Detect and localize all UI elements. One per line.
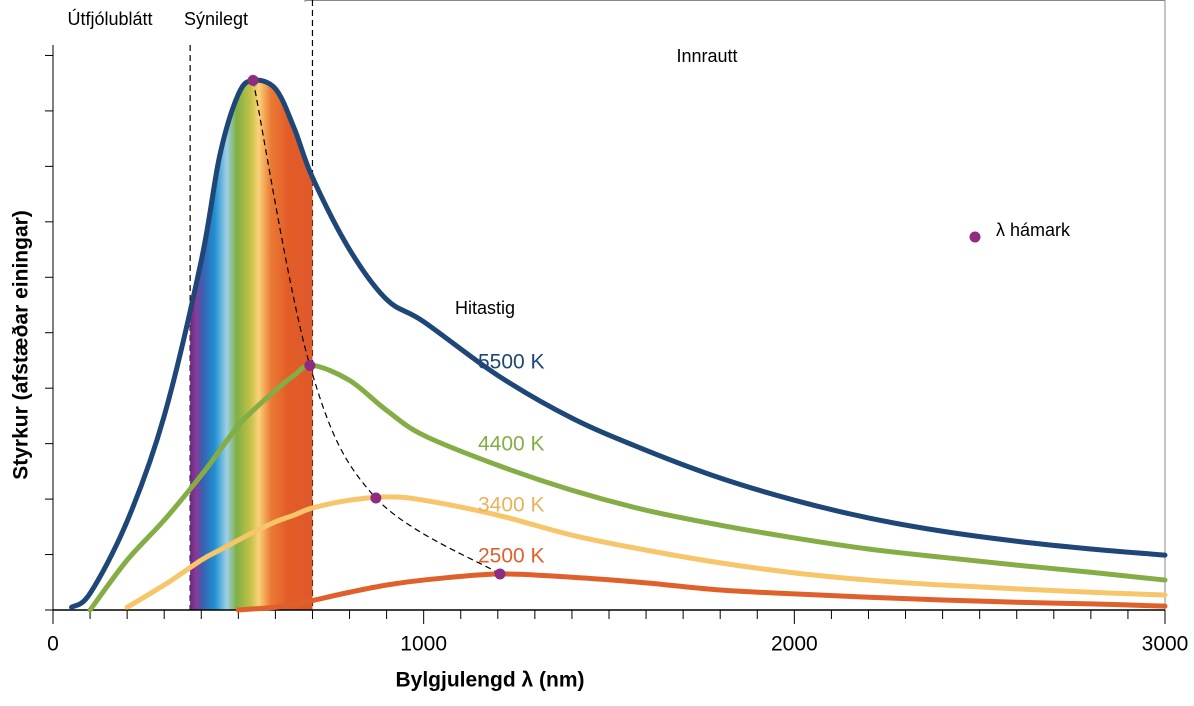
region-label: Innrautt (676, 46, 737, 66)
series-label: 4400 K (478, 433, 545, 456)
peak-marker (494, 568, 506, 580)
x-tick-label: 3000 (1142, 633, 1189, 656)
region-label: Útfjólublátt (67, 8, 152, 29)
y-axis-title: Styrkur (afstæðar einingar) (10, 210, 33, 480)
spectrum-layer (190, 80, 313, 610)
series-label: 3400 K (478, 494, 545, 517)
peak-marker (247, 74, 259, 86)
legend-label: λ hámark (996, 220, 1071, 240)
x-axis-title: Bylgjulengd λ (nm) (396, 669, 585, 692)
plot-layer: 0 1000 2000 3000 Útfjólublátt Sýnilegt Innraut… (45, 8, 1188, 656)
series-line (124, 494, 1168, 610)
series-label: 5500 K (478, 351, 545, 374)
x-tick-label: 0 (47, 633, 59, 656)
series-title: Hitastig (455, 298, 515, 318)
region-label: Sýnilegt (184, 9, 248, 29)
series-line (235, 571, 1168, 613)
series-line (69, 77, 1168, 610)
visible-spectrum (190, 80, 313, 610)
series-label: 2500 K (478, 545, 545, 568)
peak-marker (304, 359, 316, 371)
peak-trace (252, 80, 501, 575)
series-line (87, 362, 1168, 613)
peak-marker (370, 492, 382, 504)
legend-marker (969, 231, 981, 243)
x-tick-label: 2000 (771, 633, 818, 656)
x-tick-label: 1000 (400, 633, 447, 656)
